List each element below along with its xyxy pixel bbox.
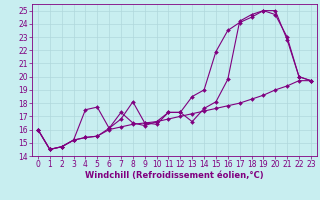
X-axis label: Windchill (Refroidissement éolien,°C): Windchill (Refroidissement éolien,°C) [85,171,264,180]
